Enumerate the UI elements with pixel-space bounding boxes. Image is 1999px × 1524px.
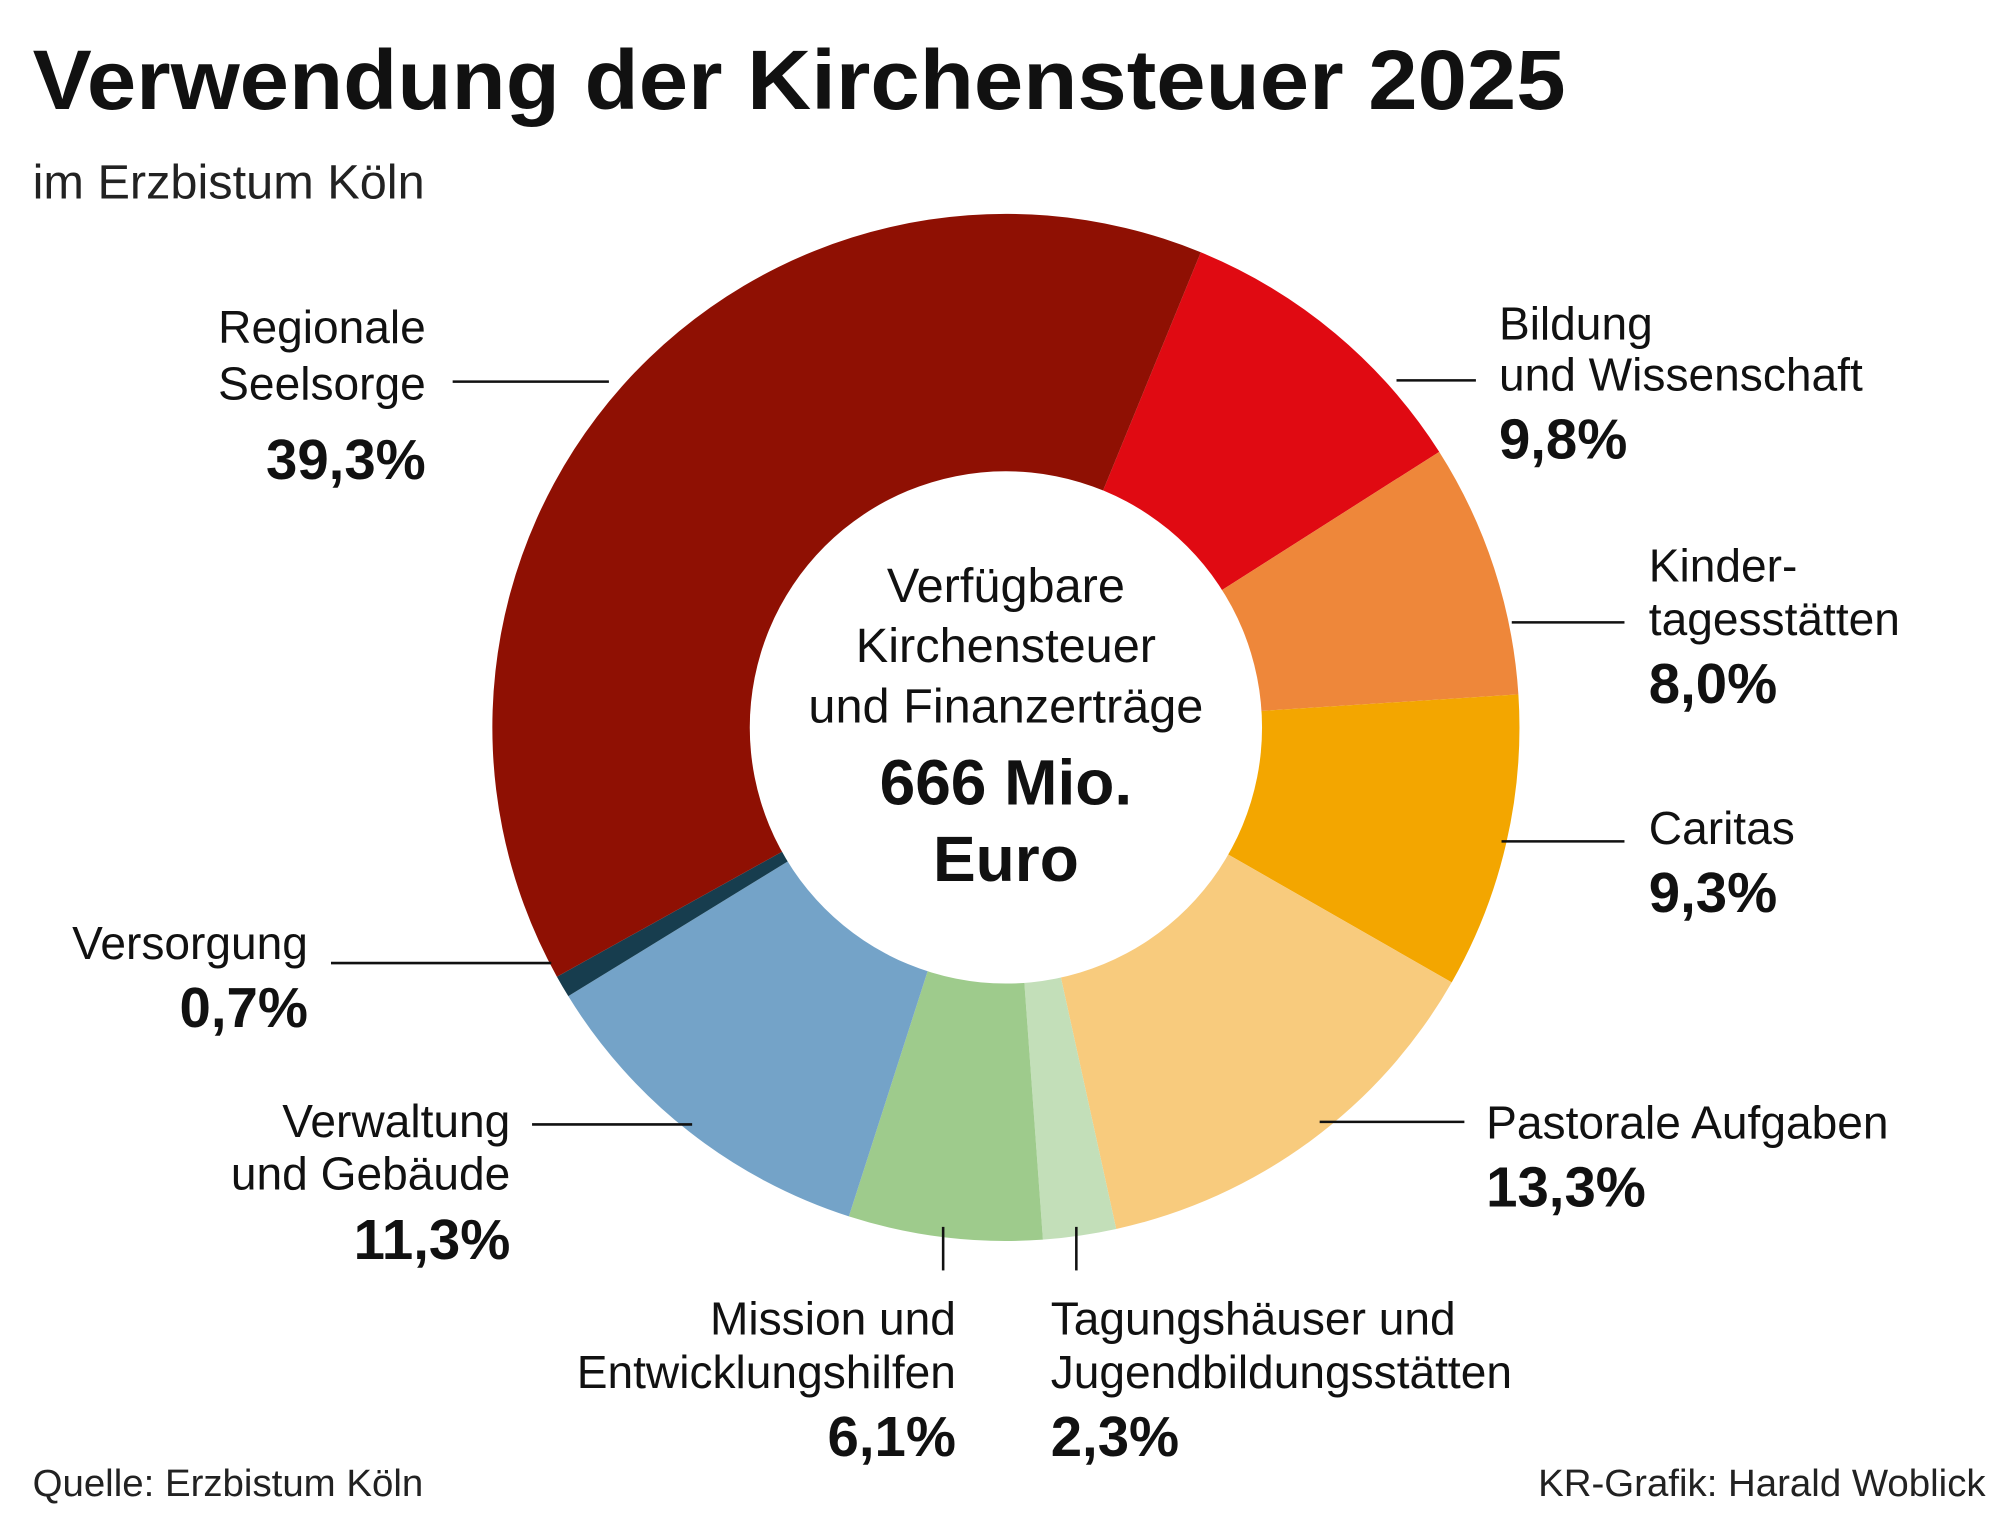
slice-label-text: Versorgung (72, 917, 308, 969)
slice-label-text: Entwicklungshilfen (577, 1346, 956, 1398)
slice-value-label: 9,3% (1649, 861, 1777, 924)
slice-label-text: Regionale (218, 301, 426, 353)
center-text: Verfügbare Kirchensteuer und Finanzerträ… (808, 559, 1203, 895)
slice-label-text: und Wissenschaft (1499, 349, 1863, 401)
source-note: Quelle: Erzbistum Köln (33, 1462, 424, 1505)
center-label-line: Verfügbare (887, 559, 1125, 613)
chart-title: Verwendung der Kirchensteuer 2025 (33, 32, 1566, 127)
credit-note: KR-Grafik: Harald Woblick (1538, 1462, 1986, 1505)
slice-label-text: Caritas (1649, 802, 1795, 854)
slice-label-1: Kinder-tagesstätten 8,0% (1511, 539, 1900, 715)
slice-value-label: 2,3% (1051, 1405, 1179, 1468)
slice-label-7: Versorgung 0,7% (72, 917, 552, 1039)
slice-label-2: Caritas 9,3% (1501, 802, 1795, 924)
slice-value-label: 0,7% (180, 976, 308, 1039)
center-value-line: Euro (933, 823, 1079, 895)
slice-value-label: 8,0% (1649, 652, 1777, 715)
slice-value-label: 13,3% (1486, 1155, 1646, 1218)
chart-subtitle: im Erzbistum Köln (33, 156, 425, 210)
slice-label-text: Verwaltung (282, 1095, 510, 1147)
slice-label-text: Jugendbildungsstätten (1051, 1346, 1512, 1398)
slice-2 (1172, 694, 1520, 983)
slice-1 (1168, 451, 1519, 716)
slice-5 (848, 910, 1043, 1241)
slice-label-text: Tagungshäuser und (1051, 1292, 1456, 1344)
center-label-line: Kirchensteuer (856, 619, 1156, 673)
slice-4 (1019, 915, 1117, 1240)
slice-label-text: Mission und (710, 1292, 956, 1344)
slice-value-label: 9,8% (1499, 407, 1627, 470)
slice-label-3: Pastorale Aufgaben 13,3% (1319, 1097, 1889, 1218)
slice-label-text: Bildung (1499, 297, 1653, 349)
slice-value-label: 11,3% (354, 1208, 511, 1271)
slice-label-text: Pastorale Aufgaben (1486, 1097, 1888, 1149)
slice-label-text: tagesstätten (1649, 593, 1900, 645)
slice-label-text: Kinder- (1649, 539, 1798, 591)
slice-label-text: Seelsorge (218, 358, 426, 410)
slice-value-label: 6,1% (828, 1405, 956, 1468)
center-value-line: 666 Mio. (880, 746, 1133, 818)
donut-hole (749, 471, 1263, 984)
slice-value-label: 39,3% (266, 428, 426, 491)
slice-7 (556, 820, 843, 997)
center-label-line: und Finanzerträge (808, 679, 1203, 733)
slice-label-text: und Gebäude (231, 1148, 510, 1200)
